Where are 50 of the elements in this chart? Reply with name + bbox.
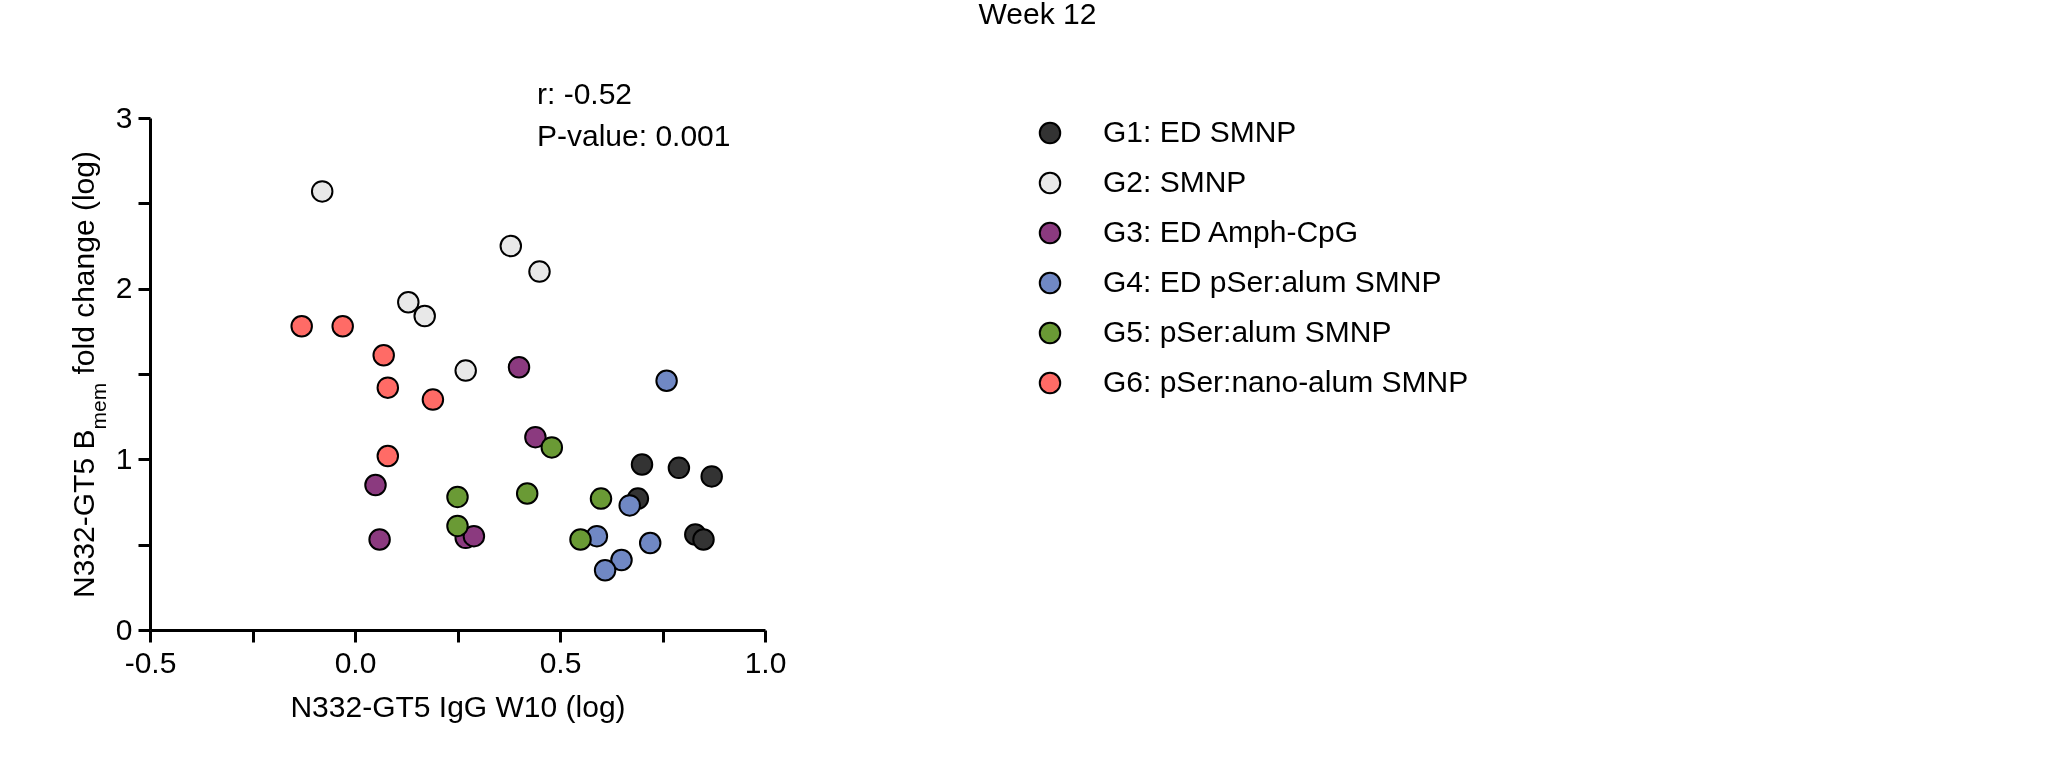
point (515, 482, 539, 505)
point (462, 524, 486, 548)
y-tick-label: 2 (115, 271, 133, 305)
point (446, 485, 469, 509)
point (593, 559, 617, 582)
legend-label: G5: pSer:alum SMNP (1103, 315, 1392, 348)
point (589, 487, 613, 510)
legend-label: G4: ED pSer:alum SMNP (1103, 265, 1442, 298)
x-tick-label: 1.0 (744, 645, 787, 679)
legend-label: G1: ED SMNP (1103, 115, 1297, 148)
y-tick-label: 0 (115, 612, 133, 646)
legend-label: G2: SMNP (1103, 165, 1247, 198)
legend-label: G3: ED Amph-CpG (1103, 215, 1359, 248)
y-tick-label: 1 (115, 441, 133, 475)
point (499, 234, 523, 258)
x-axis-title: N332-GT5 IgG W10 (log) (290, 689, 626, 723)
point (700, 465, 723, 488)
point (376, 376, 400, 399)
point (372, 344, 395, 367)
point (397, 291, 420, 314)
point (310, 180, 334, 203)
y-tick-label: 3 (115, 100, 133, 134)
x-tick-label: 0.5 (539, 645, 582, 679)
point (524, 425, 547, 449)
point (507, 355, 531, 379)
point (569, 528, 592, 551)
point (667, 456, 691, 480)
point (446, 514, 469, 538)
point (331, 314, 354, 338)
text: Week 12 (978, 0, 1097, 30)
point (638, 531, 662, 555)
point (655, 369, 678, 393)
x-tick-label: 0.0 (334, 645, 377, 679)
point (618, 494, 641, 517)
x-tick-label: -0.5 (124, 645, 177, 679)
point (368, 528, 391, 551)
point (528, 260, 551, 283)
point (454, 359, 477, 382)
point (692, 528, 715, 551)
point (540, 436, 564, 459)
text: r: -0.52 (537, 77, 633, 110)
point (630, 453, 654, 476)
point (364, 473, 387, 497)
point (290, 314, 313, 338)
point (421, 388, 445, 411)
legend-label: G6: pSer:nano-alum SMNP (1103, 365, 1469, 398)
point (376, 444, 400, 468)
annotation: P-value: 0.001 (537, 119, 731, 152)
point (413, 304, 436, 328)
point (610, 548, 633, 572)
